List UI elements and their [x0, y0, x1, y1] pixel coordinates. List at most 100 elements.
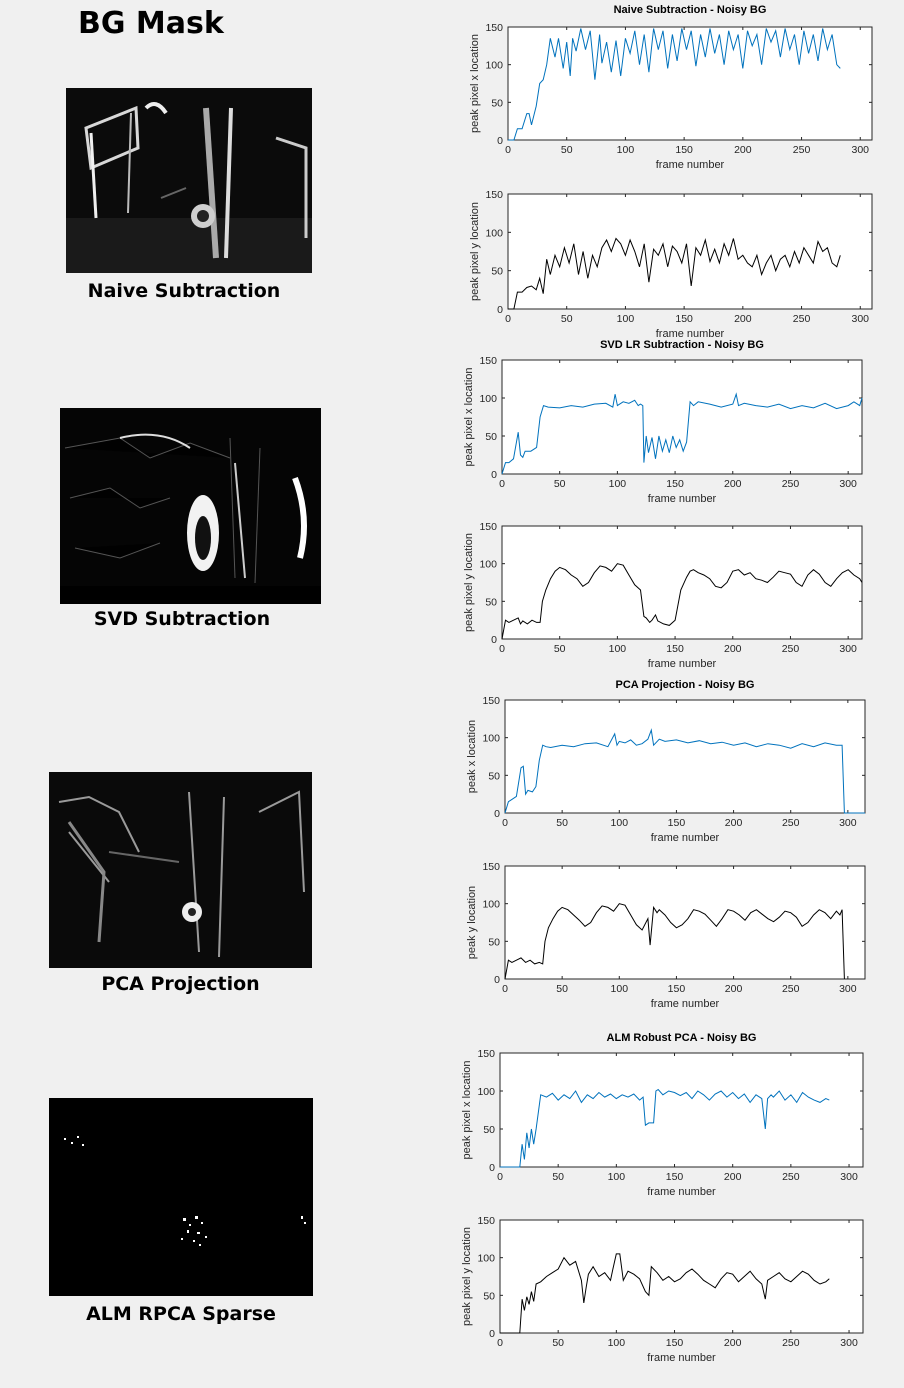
y-tick-label: 100 [479, 559, 497, 571]
x-tick-label: 50 [556, 817, 568, 829]
x-tick-label: 0 [502, 983, 508, 995]
x-tick-label: 100 [611, 817, 629, 829]
x-tick-label: 300 [840, 1171, 858, 1183]
y-tick-label: 150 [485, 22, 503, 34]
alm-rpca-sparse-label: ALM RPCA Sparse [86, 1303, 276, 1325]
plot-area [507, 193, 873, 310]
alm-rpca-sparse-mask-image [49, 1098, 313, 1296]
x-tick-label: 200 [734, 313, 752, 325]
y-tick-label: 50 [483, 1124, 495, 1136]
x-tick-label: 300 [839, 643, 857, 655]
y-tick-label: 0 [494, 808, 500, 820]
x-tick-label: 150 [666, 1337, 684, 1349]
y-tick-label: 50 [488, 936, 500, 948]
x-tick-label: 200 [734, 144, 752, 156]
x-tick-label: 250 [782, 1337, 800, 1349]
naive-x-chart: Naive Subtraction - Noisy BG 0 50 100 150 200… [469, 4, 873, 171]
series-line [500, 1088, 830, 1168]
alm-x-chart: ALM Robust PCA - Noisy BG 0 50 100 150 200 250… [461, 1032, 864, 1198]
x-tick-label: 150 [668, 817, 686, 829]
y-axis-label: peak pixel y location [461, 1227, 473, 1326]
x-tick-label: 100 [617, 313, 635, 325]
x-tick-label: 50 [554, 643, 566, 655]
y-tick-label: 0 [489, 1162, 495, 1174]
y-tick-label: 0 [497, 135, 503, 147]
x-tick-label: 250 [782, 643, 800, 655]
series-line [500, 1253, 830, 1334]
plot-area [501, 359, 863, 475]
x-axis-label: frame number [656, 159, 725, 171]
y-tick-label: 50 [485, 431, 497, 443]
x-tick-label: 150 [666, 1171, 684, 1183]
y-tick-label: 150 [477, 1048, 495, 1060]
svd-subtraction-label: SVD Subtraction [93, 608, 271, 630]
svd-y-chart: 0 50 100 150 200 250 300 0 50 100 150 frame number p… [463, 521, 863, 670]
x-tick-label: 50 [552, 1171, 564, 1183]
x-tick-label: 200 [725, 983, 743, 995]
x-tick-label: 0 [499, 643, 505, 655]
series-line [504, 903, 845, 980]
naive-subtraction-label: Naive Subtraction [87, 280, 281, 302]
pca-projection-mask-image [49, 772, 312, 968]
x-tick-label: 200 [724, 478, 742, 490]
x-axis-label: frame number [656, 328, 725, 340]
x-tick-label: 300 [839, 817, 857, 829]
y-tick-label: 100 [482, 733, 500, 745]
x-tick-label: 300 [851, 313, 869, 325]
x-tick-label: 50 [561, 313, 573, 325]
y-axis-label: peak x location [466, 720, 478, 793]
series-line [501, 392, 863, 475]
x-tick-label: 250 [782, 478, 800, 490]
naive-subtraction-mask-image [66, 88, 312, 273]
y-tick-label: 100 [477, 1086, 495, 1098]
y-tick-label: 100 [477, 1253, 495, 1265]
x-tick-label: 0 [502, 817, 508, 829]
y-axis-label: peak pixel x location [463, 367, 475, 466]
x-tick-label: 100 [608, 1337, 626, 1349]
chart-title: Naive Subtraction - Noisy BG [614, 4, 767, 16]
x-axis-label: frame number [651, 832, 720, 844]
y-tick-label: 100 [482, 899, 500, 911]
x-axis-label: frame number [648, 658, 717, 670]
x-tick-label: 250 [793, 313, 811, 325]
x-tick-label: 300 [840, 1337, 858, 1349]
y-tick-label: 0 [497, 304, 503, 316]
y-tick-label: 50 [488, 770, 500, 782]
series-line [508, 28, 841, 141]
y-axis-label: peak pixel y location [469, 202, 481, 301]
x-tick-label: 50 [554, 478, 566, 490]
y-tick-label: 50 [483, 1290, 495, 1302]
x-axis-label: frame number [647, 1352, 716, 1364]
series-line [501, 563, 863, 640]
y-axis-label: peak pixel y location [463, 533, 475, 632]
y-tick-label: 0 [491, 634, 497, 646]
x-tick-label: 0 [505, 144, 511, 156]
x-tick-label: 300 [839, 478, 857, 490]
x-tick-label: 0 [497, 1171, 503, 1183]
y-tick-label: 150 [479, 355, 497, 367]
y-axis-label: peak pixel x location [469, 34, 481, 133]
x-tick-label: 200 [724, 1171, 742, 1183]
x-tick-label: 100 [609, 478, 627, 490]
x-tick-label: 50 [561, 144, 573, 156]
x-tick-label: 200 [724, 1337, 742, 1349]
plot-area [504, 699, 866, 814]
series-line [508, 237, 841, 310]
x-tick-label: 300 [851, 144, 869, 156]
pca-x-chart: PCA Projection - Noisy BG 0 50 100 150 200 250… [466, 679, 866, 844]
x-tick-label: 100 [611, 983, 629, 995]
x-tick-label: 250 [782, 983, 800, 995]
y-tick-label: 0 [491, 469, 497, 481]
y-tick-label: 150 [479, 521, 497, 533]
x-tick-label: 100 [609, 643, 627, 655]
x-tick-label: 150 [675, 313, 693, 325]
x-tick-label: 200 [724, 643, 742, 655]
series-line [504, 728, 865, 814]
page-title: BG Mask [78, 6, 224, 41]
svd-x-chart: SVD LR Subtraction - Noisy BG 0 50 100 150 20… [463, 339, 863, 505]
y-axis-label: peak pixel x location [461, 1060, 473, 1159]
pca-projection-label: PCA Projection [101, 973, 260, 995]
x-tick-label: 150 [666, 478, 684, 490]
x-tick-label: 50 [556, 983, 568, 995]
plot-area [507, 26, 873, 141]
